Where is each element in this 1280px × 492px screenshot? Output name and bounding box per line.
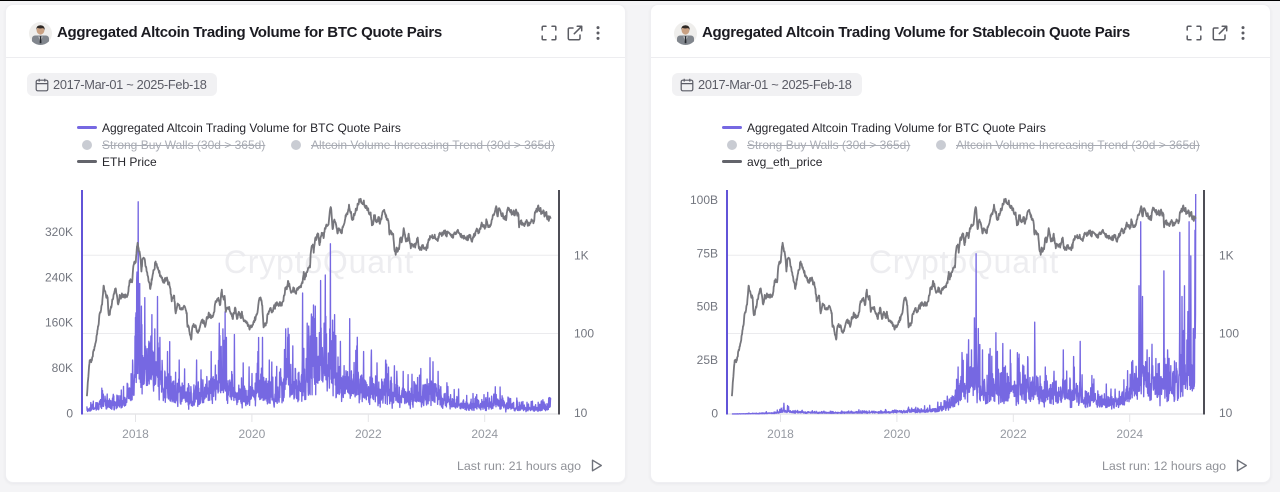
svg-text:240K: 240K <box>45 270 73 284</box>
svg-text:10: 10 <box>574 406 588 420</box>
svg-text:2018: 2018 <box>122 427 149 441</box>
svg-text:50B: 50B <box>697 300 718 314</box>
svg-text:CryptoQuant: CryptoQuant <box>224 244 414 280</box>
svg-text:1K: 1K <box>1219 248 1234 262</box>
svg-text:320K: 320K <box>45 225 73 239</box>
svg-text:2024: 2024 <box>1116 427 1143 441</box>
svg-text:2020: 2020 <box>239 427 266 441</box>
svg-text:160K: 160K <box>45 316 73 330</box>
svg-text:2022: 2022 <box>1000 427 1027 441</box>
svg-text:10: 10 <box>1219 406 1233 420</box>
svg-text:0: 0 <box>711 407 718 421</box>
svg-text:80K: 80K <box>52 361 73 375</box>
svg-text:25B: 25B <box>697 353 718 367</box>
svg-text:CryptoQuant: CryptoQuant <box>869 244 1059 280</box>
svg-text:100B: 100B <box>690 193 718 207</box>
svg-text:2020: 2020 <box>884 427 911 441</box>
svg-text:2018: 2018 <box>767 427 794 441</box>
svg-text:2022: 2022 <box>355 427 382 441</box>
svg-text:0: 0 <box>66 407 73 421</box>
svg-text:100: 100 <box>1219 327 1239 341</box>
svg-text:75B: 75B <box>697 246 718 260</box>
svg-text:100: 100 <box>574 327 594 341</box>
svg-text:1K: 1K <box>574 248 589 262</box>
svg-text:2024: 2024 <box>471 427 498 441</box>
